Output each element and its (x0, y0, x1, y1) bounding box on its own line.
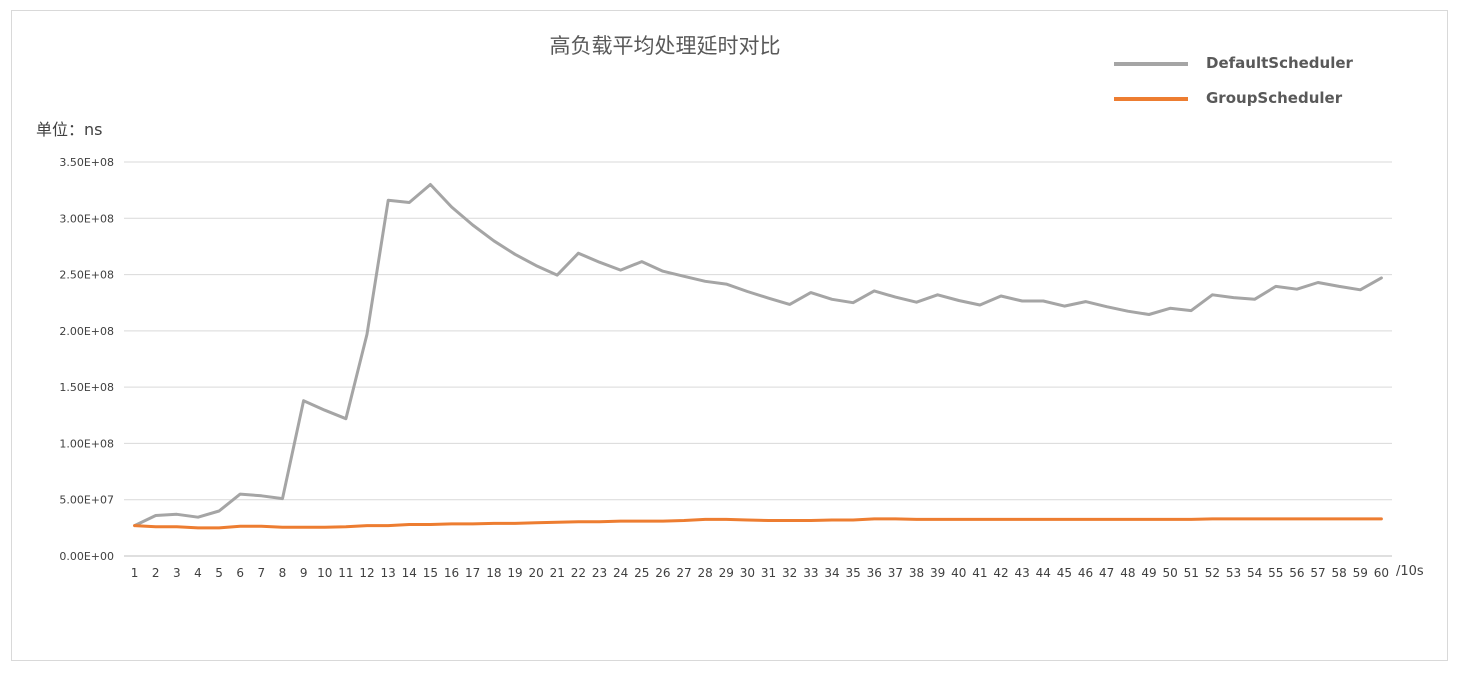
x-tick-label: 22 (571, 566, 586, 580)
y-unit-label: 单位：ns (36, 120, 103, 139)
y-tick-label: 5.00E+07 (59, 494, 114, 507)
y-tick-label: 3.50E+08 (59, 156, 114, 169)
x-tick-label: 9 (300, 566, 308, 580)
x-tick-label: 2 (152, 566, 160, 580)
x-tick-label: 55 (1268, 566, 1283, 580)
x-tick-label: 53 (1226, 566, 1241, 580)
x-tick-label: 45 (1057, 566, 1072, 580)
x-tick-label: 36 (867, 566, 882, 580)
x-tick-label: 51 (1184, 566, 1199, 580)
x-tick-label: 19 (507, 566, 522, 580)
x-tick-label: 10 (317, 566, 332, 580)
x-tick-label: 20 (528, 566, 543, 580)
x-tick-label: 11 (338, 566, 353, 580)
x-tick-label: 18 (486, 566, 501, 580)
x-tick-label: 54 (1247, 566, 1262, 580)
legend-swatch-group (1114, 97, 1188, 101)
x-tick-label: 46 (1078, 566, 1093, 580)
x-tick-label: 8 (279, 566, 287, 580)
y-tick-label: 1.50E+08 (59, 381, 114, 394)
x-tick-label: 7 (258, 566, 266, 580)
chart-frame (11, 10, 1448, 661)
x-tick-label: 15 (423, 566, 438, 580)
y-tick-label: 2.50E+08 (59, 269, 114, 282)
x-tick-label: 16 (444, 566, 459, 580)
x-tick-label: 43 (1015, 566, 1030, 580)
x-tick-label: 41 (972, 566, 987, 580)
x-tick-label: 56 (1289, 566, 1304, 580)
x-tick-label: 13 (381, 566, 396, 580)
x-tick-label: 28 (698, 566, 713, 580)
x-tick-label: 30 (740, 566, 755, 580)
x-tick-label: 23 (592, 566, 607, 580)
y-tick-label: 3.00E+08 (59, 212, 114, 225)
x-tick-label: 52 (1205, 566, 1220, 580)
x-tick-label: 48 (1120, 566, 1135, 580)
x-tick-label: 1 (131, 566, 139, 580)
x-tick-label: 57 (1310, 566, 1325, 580)
x-tick-label: 38 (909, 566, 924, 580)
x-tick-label: 40 (951, 566, 966, 580)
x-tick-label: 39 (930, 566, 945, 580)
x-tick-label: 27 (676, 566, 691, 580)
series-line-groupscheduler (133, 517, 1383, 530)
x-tick-label: 3 (173, 566, 181, 580)
series-line-defaultscheduler (133, 183, 1383, 528)
x-tick-label: 21 (550, 566, 565, 580)
x-tick-label: 60 (1374, 566, 1389, 580)
x-tick-label: 58 (1332, 566, 1347, 580)
x-tick-label: 31 (761, 566, 776, 580)
x-tick-label: 4 (194, 566, 202, 580)
y-tick-label: 1.00E+08 (59, 437, 114, 450)
x-tick-label: 47 (1099, 566, 1114, 580)
legend-label-group: GroupScheduler (1206, 89, 1343, 107)
y-tick-label: 2.00E+08 (59, 325, 114, 338)
x-tick-label: 37 (888, 566, 903, 580)
x-tick-label: 32 (782, 566, 797, 580)
chart-title: 高负载平均处理延时对比 (549, 34, 781, 58)
x-tick-label: 35 (845, 566, 860, 580)
x-tick-label: 50 (1162, 566, 1177, 580)
x-tick-label: 33 (803, 566, 818, 580)
x-tick-label: 12 (359, 566, 374, 580)
x-tick-label: 5 (215, 566, 223, 580)
x-tick-label: 44 (1036, 566, 1051, 580)
x-tick-label: 14 (402, 566, 417, 580)
x-tick-label: 6 (236, 566, 244, 580)
x-unit-label: /10s (1396, 564, 1424, 579)
legend-label-default: DefaultScheduler (1206, 54, 1353, 72)
x-tick-label: 24 (613, 566, 628, 580)
x-tick-label: 42 (993, 566, 1008, 580)
x-tick-label: 25 (634, 566, 649, 580)
x-tick-label: 49 (1141, 566, 1156, 580)
x-tick-label: 29 (719, 566, 734, 580)
x-tick-label: 34 (824, 566, 839, 580)
y-tick-label: 0.00E+00 (59, 550, 114, 563)
legend-swatch-default (1114, 62, 1188, 66)
x-tick-label: 26 (655, 566, 670, 580)
x-tick-label: 17 (465, 566, 480, 580)
x-tick-label: 59 (1353, 566, 1368, 580)
